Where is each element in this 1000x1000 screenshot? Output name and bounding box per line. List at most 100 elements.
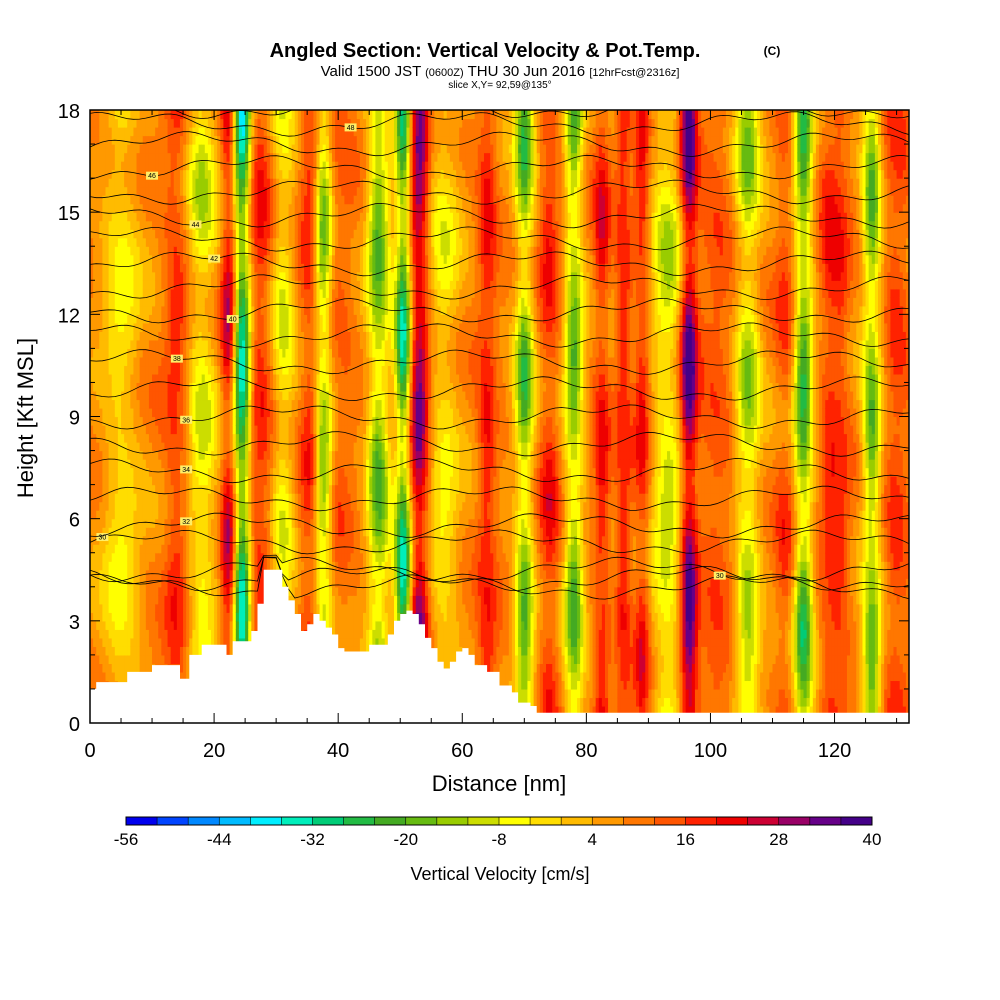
velocity-cell [282,169,287,179]
velocity-cell [285,527,290,537]
velocity-cell [96,305,100,315]
velocity-cell [248,339,252,349]
velocity-cell [285,348,290,358]
velocity-cell [235,127,240,137]
velocity-cell [201,493,206,503]
velocity-cell [266,212,271,222]
velocity-cell [96,544,100,554]
velocity-cell [142,305,147,315]
velocity-cell [139,229,144,239]
velocity-cell [192,280,197,290]
velocity-cell [242,425,246,435]
velocity-cell [217,603,221,613]
velocity-cell [232,433,237,443]
velocity-cell [304,561,308,571]
velocity-cell [121,339,125,349]
velocity-cell [133,135,138,145]
velocity-cell [161,356,166,367]
velocity-cell [251,620,256,630]
velocity-cell [136,407,141,418]
velocity-cell [291,127,296,137]
velocity-cell [152,527,156,537]
velocity-cell [207,518,212,528]
velocity-cell [158,399,162,409]
velocity-cell [164,348,169,358]
velocity-cell [124,467,128,477]
velocity-cell [245,459,249,469]
velocity-cell [242,254,246,264]
velocity-cell [121,135,125,145]
velocity-cell [288,237,293,247]
velocity-cell [170,501,175,511]
velocity-cell [220,118,224,128]
velocity-cell [291,433,296,443]
velocity-cell [133,203,138,213]
velocity-cell [133,373,138,384]
velocity-cell [285,229,290,239]
velocity-cell [279,399,283,409]
velocity-cell [99,399,104,409]
velocity-cell [152,442,156,452]
velocity-cell [235,527,240,537]
velocity-cell [121,212,125,222]
velocity-cell [96,671,100,682]
velocity-cell [192,612,197,622]
velocity-cell [179,442,184,452]
velocity-cell [260,229,265,239]
velocity-cell [108,314,113,324]
velocity-cell [257,246,262,256]
velocity-cell [176,433,181,443]
velocity-cell [93,595,97,605]
velocity-cell [186,203,190,213]
velocity-cell [96,527,100,537]
velocity-cell [269,476,274,486]
velocity-cell [201,561,206,571]
velocity-cell [300,544,305,554]
velocity-cell [214,237,218,247]
velocity-cell [273,339,277,349]
velocity-cell [99,220,104,230]
velocity-cell [186,671,190,682]
velocity-cell [266,484,271,494]
velocity-cell [291,297,296,307]
velocity-cell [99,612,104,622]
velocity-cell [90,450,94,460]
velocity-cell [192,144,197,154]
velocity-cell [148,280,153,290]
velocity-cell [210,229,215,239]
velocity-cell [257,552,262,562]
velocity-cell [254,203,259,213]
velocity-cell [167,373,172,384]
velocity-cell [124,637,128,647]
velocity-cell [282,314,287,324]
velocity-cell [238,365,243,375]
velocity-cell [195,339,200,349]
velocity-cell [235,237,240,247]
velocity-cell [124,561,128,571]
velocity-cell [192,484,197,494]
velocity-cell [148,586,153,596]
velocity-cell [285,425,290,435]
velocity-cell [192,544,197,554]
velocity-cell [285,220,290,230]
velocity-cell [155,186,159,196]
velocity-cell [248,612,252,622]
velocity-cell [164,510,169,520]
velocity-cell [242,518,246,528]
velocity-cell [214,612,218,622]
velocity-cell [176,322,181,332]
velocity-cell [114,356,119,367]
velocity-cell [260,450,265,460]
velocity-cell [226,612,231,622]
velocity-cell [99,637,104,647]
velocity-cell [152,399,156,409]
velocity-cell [207,322,212,332]
velocity-cell [124,663,128,673]
velocity-cell [145,425,150,435]
velocity-cell [242,629,246,639]
velocity-cell [214,229,218,239]
velocity-cell [223,127,228,137]
velocity-cell [195,237,200,247]
velocity-cell [201,356,206,367]
velocity-cell [238,501,243,511]
